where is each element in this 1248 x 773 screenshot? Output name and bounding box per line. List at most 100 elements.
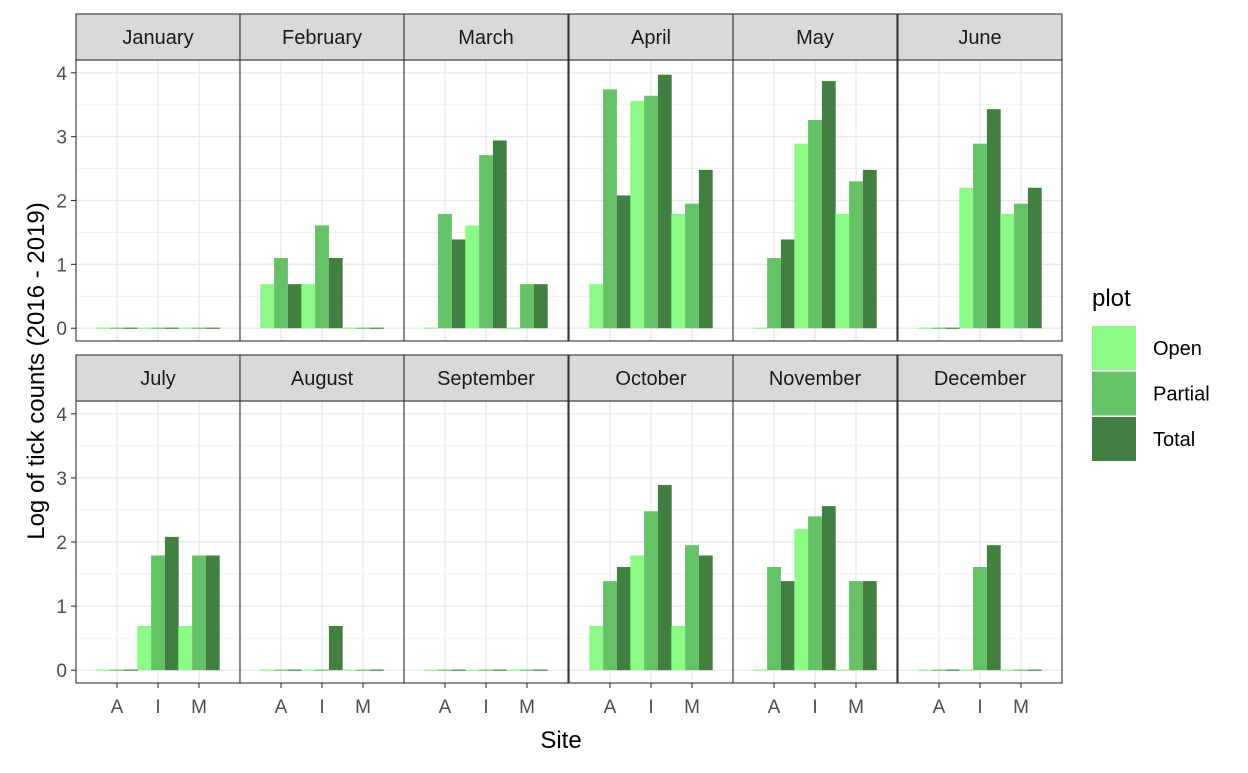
bar-open [630, 555, 645, 671]
bar-partial [438, 213, 452, 329]
bar-total [821, 506, 836, 671]
bar-open [671, 625, 686, 671]
facet-strip-label: July [140, 368, 176, 390]
bar-open [959, 187, 974, 329]
bar-partial [644, 511, 658, 671]
bar-partial [274, 257, 288, 329]
bar-partial [520, 284, 534, 329]
facet-strip [732, 354, 898, 402]
bar-partial [767, 566, 781, 671]
x-tick-label: I [483, 697, 488, 718]
x-tick-label: M [684, 697, 700, 718]
y-tick-label: 4 [56, 64, 67, 85]
facet-strip-label: January [122, 27, 193, 49]
bar-total [616, 195, 631, 329]
facet-strip [239, 13, 405, 61]
bar-partial [644, 95, 658, 329]
x-tick-label: A [933, 697, 946, 718]
bar-partial [849, 181, 863, 329]
x-tick-label: I [812, 697, 817, 718]
bar-total [657, 74, 672, 329]
bar-partial [973, 566, 987, 671]
x-tick-label: I [977, 697, 982, 718]
bar-total [698, 555, 713, 671]
bar-total [862, 581, 877, 671]
y-tick-label: 0 [56, 319, 67, 340]
facet-strip-label: August [291, 368, 354, 390]
bar-total [657, 484, 672, 671]
y-tick-label: 2 [56, 533, 67, 554]
x-tick-label: A [111, 697, 124, 718]
bar-total [451, 239, 466, 329]
y-tick-label: 1 [56, 255, 67, 276]
facet-strip-label: June [958, 27, 1001, 49]
x-tick-label: I [648, 697, 653, 718]
x-tick-label: A [604, 697, 617, 718]
bar-total [533, 284, 548, 329]
x-axis-title: Site [540, 727, 581, 754]
bar-partial [603, 89, 617, 329]
y-tick-label: 2 [56, 192, 67, 213]
bar-partial [192, 555, 206, 671]
legend-key-partial [1092, 371, 1136, 416]
bar-open [465, 225, 480, 329]
bar-partial [973, 143, 987, 329]
legend-label: Partial [1153, 384, 1210, 406]
y-tick-label: 0 [56, 661, 67, 682]
bar-partial [151, 555, 165, 671]
facet-strip [568, 13, 734, 61]
facet-strip-label: May [796, 27, 834, 49]
bar-total [1027, 187, 1042, 329]
bar-total [986, 109, 1001, 329]
y-tick-label: 3 [56, 469, 67, 490]
bar-total [492, 140, 507, 329]
facet-strip [732, 13, 898, 61]
facet-strip [897, 13, 1063, 61]
facet-strip [897, 354, 1063, 402]
legend-key-open [1092, 326, 1136, 370]
bar-open [835, 213, 850, 329]
bar-total [986, 545, 1001, 671]
bar-open [589, 625, 604, 671]
legend-label: Total [1153, 429, 1195, 451]
facet-strip-label: March [458, 27, 514, 49]
bar-open [671, 213, 686, 329]
bar-open [794, 529, 809, 671]
legend-key-total [1092, 417, 1136, 461]
facet-strip-label: November [769, 368, 862, 390]
bar-partial [808, 516, 822, 671]
bar-total [821, 81, 836, 329]
bar-total [205, 555, 220, 671]
x-tick-label: A [439, 697, 452, 718]
bar-partial [808, 120, 822, 329]
facet-strip [403, 13, 569, 61]
bar-total [780, 239, 795, 329]
x-tick-label: A [275, 697, 288, 718]
bar-total [698, 169, 713, 329]
bar-open [794, 143, 809, 329]
x-tick-label: I [319, 697, 324, 718]
bar-partial [685, 545, 699, 671]
bar-partial [315, 225, 329, 329]
facet-strip [239, 354, 405, 402]
bar-partial [767, 257, 781, 329]
x-tick-label: M [848, 697, 864, 718]
facet-strip-label: February [282, 27, 362, 49]
y-tick-label: 1 [56, 597, 67, 618]
bar-open [301, 284, 316, 329]
facet-strip [75, 354, 241, 402]
bar-total [328, 625, 343, 671]
x-tick-label: M [519, 697, 535, 718]
facet-strip [568, 354, 734, 402]
bar-total [616, 566, 631, 671]
bar-open [630, 100, 645, 329]
facet-strip [403, 354, 569, 402]
bar-open [260, 284, 275, 329]
bar-total [328, 257, 343, 329]
legend-title: plot [1092, 285, 1131, 312]
x-tick-label: M [355, 697, 371, 718]
facet-strip-label: December [934, 368, 1027, 390]
bar-partial [479, 155, 493, 329]
bar-partial [603, 581, 617, 671]
